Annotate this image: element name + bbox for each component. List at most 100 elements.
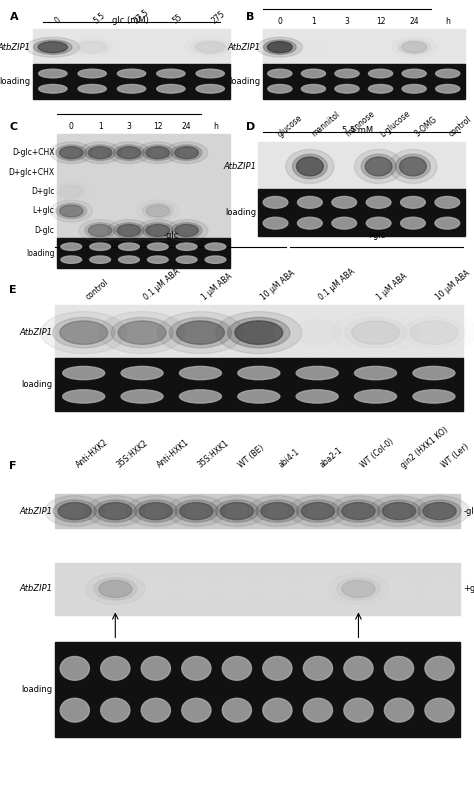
Ellipse shape [63, 390, 105, 403]
Text: D-glc+CHX: D-glc+CHX [12, 148, 55, 158]
Ellipse shape [99, 581, 132, 597]
Ellipse shape [118, 321, 166, 344]
Ellipse shape [403, 318, 465, 348]
Ellipse shape [395, 154, 430, 179]
Ellipse shape [118, 243, 139, 251]
Ellipse shape [166, 496, 226, 526]
Text: AtbZIP1: AtbZIP1 [19, 507, 52, 515]
Ellipse shape [261, 503, 294, 519]
Ellipse shape [401, 217, 425, 229]
Ellipse shape [53, 500, 96, 522]
Ellipse shape [50, 200, 92, 222]
Ellipse shape [298, 196, 322, 208]
Ellipse shape [366, 217, 391, 229]
Ellipse shape [267, 42, 292, 53]
Ellipse shape [176, 243, 197, 251]
Ellipse shape [41, 311, 127, 354]
Ellipse shape [220, 503, 254, 519]
Ellipse shape [436, 84, 460, 93]
Ellipse shape [303, 698, 333, 722]
Bar [258, 142, 465, 189]
Text: AtbZIP1: AtbZIP1 [0, 43, 31, 52]
Text: WT (BE): WT (BE) [237, 443, 266, 470]
Ellipse shape [175, 500, 218, 522]
Ellipse shape [85, 496, 145, 526]
Text: glucose: glucose [275, 113, 304, 139]
Text: -glc: -glc [463, 507, 474, 515]
Ellipse shape [58, 581, 91, 597]
Ellipse shape [425, 656, 454, 680]
Ellipse shape [286, 318, 348, 348]
Ellipse shape [256, 500, 299, 522]
Ellipse shape [182, 698, 211, 722]
Ellipse shape [39, 69, 67, 78]
Bar [33, 64, 230, 98]
Ellipse shape [142, 222, 173, 238]
Ellipse shape [383, 503, 416, 519]
Text: loading: loading [0, 76, 31, 86]
Text: B: B [246, 12, 255, 22]
Text: loading: loading [21, 685, 52, 693]
Bar [57, 134, 230, 239]
Text: -glc: -glc [164, 232, 179, 240]
Ellipse shape [400, 157, 427, 176]
Ellipse shape [77, 42, 107, 53]
Ellipse shape [100, 656, 130, 680]
Text: +glc: +glc [463, 585, 474, 593]
Ellipse shape [384, 656, 414, 680]
Ellipse shape [196, 84, 224, 93]
Text: h: h [213, 122, 218, 131]
Ellipse shape [61, 256, 82, 263]
Ellipse shape [410, 496, 469, 526]
Ellipse shape [398, 40, 430, 54]
Ellipse shape [301, 581, 335, 597]
Text: 3: 3 [345, 17, 349, 26]
Ellipse shape [195, 42, 225, 53]
Ellipse shape [296, 500, 339, 522]
Text: +glc: +glc [366, 232, 385, 240]
Text: 24: 24 [182, 122, 191, 131]
Ellipse shape [205, 256, 226, 263]
Text: control: control [84, 277, 110, 302]
Ellipse shape [288, 496, 348, 526]
Ellipse shape [139, 503, 173, 519]
Ellipse shape [157, 311, 244, 354]
Ellipse shape [78, 69, 106, 78]
Ellipse shape [45, 496, 105, 526]
Ellipse shape [377, 500, 420, 522]
Text: 55: 55 [171, 13, 184, 26]
Ellipse shape [298, 217, 322, 229]
Ellipse shape [99, 311, 185, 354]
Ellipse shape [413, 366, 455, 380]
Ellipse shape [389, 150, 437, 184]
Text: 1 μM ABA: 1 μM ABA [375, 271, 410, 302]
Text: 275: 275 [210, 9, 227, 26]
Ellipse shape [147, 256, 168, 263]
Text: L+glc: L+glc [33, 206, 55, 215]
Ellipse shape [182, 656, 211, 680]
Ellipse shape [142, 203, 173, 219]
Text: 12: 12 [376, 17, 385, 26]
Text: A: A [9, 12, 18, 22]
Ellipse shape [435, 217, 460, 229]
Ellipse shape [108, 142, 150, 164]
Ellipse shape [436, 69, 460, 78]
Ellipse shape [94, 500, 137, 522]
Ellipse shape [361, 154, 396, 179]
Ellipse shape [117, 147, 141, 158]
Ellipse shape [296, 366, 338, 380]
Ellipse shape [50, 142, 92, 164]
Ellipse shape [355, 150, 403, 184]
Ellipse shape [335, 69, 359, 78]
Ellipse shape [142, 145, 173, 161]
Ellipse shape [176, 256, 197, 263]
Ellipse shape [59, 147, 83, 158]
Ellipse shape [134, 500, 177, 522]
Ellipse shape [118, 256, 139, 263]
Ellipse shape [296, 390, 338, 403]
Ellipse shape [401, 196, 425, 208]
Text: 3: 3 [127, 122, 131, 131]
Ellipse shape [222, 698, 252, 722]
Bar [55, 641, 460, 737]
Ellipse shape [165, 142, 208, 164]
